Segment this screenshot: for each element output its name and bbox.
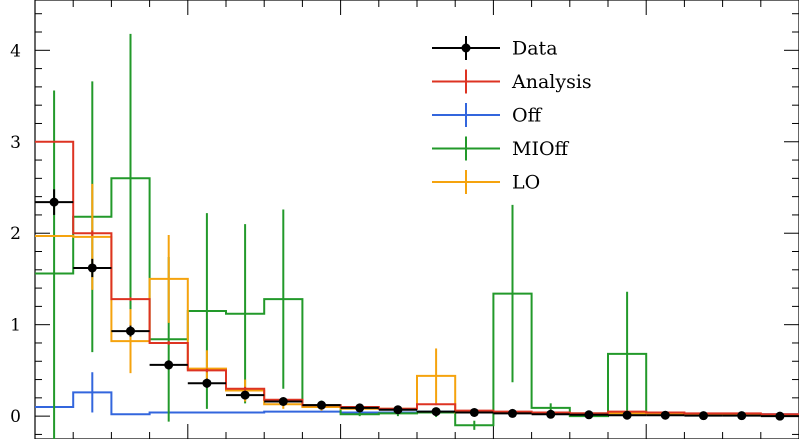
plot-frame — [34, 0, 799, 439]
data-point — [775, 411, 785, 421]
data-point — [355, 403, 365, 413]
data-point — [87, 263, 97, 273]
legend-item-mioff: MIOff — [432, 136, 570, 161]
data-point — [546, 409, 556, 419]
data-point — [278, 397, 288, 407]
data-point — [622, 410, 632, 420]
series-layer — [35, 33, 799, 439]
data-point — [393, 405, 403, 415]
legend-label: Data — [512, 38, 558, 60]
legend-label: Analysis — [511, 71, 592, 93]
legend-item-analysis: Analysis — [432, 69, 592, 94]
data-point — [49, 197, 59, 207]
legend-swatch-marker — [461, 43, 471, 53]
data-point — [202, 378, 212, 388]
data-point — [431, 407, 441, 417]
data-point — [737, 411, 747, 421]
data-point — [584, 410, 594, 420]
legend-item-lo: LO — [432, 170, 540, 194]
data-point — [699, 411, 708, 421]
data-point — [508, 408, 517, 418]
y-tick-label: 3 — [10, 133, 21, 153]
legend: Data Analysis Off MIOff LO — [432, 36, 592, 194]
axis-ticks — [35, 0, 799, 439]
legend-label: MIOff — [512, 138, 570, 160]
legend-item-off: Off — [432, 103, 543, 127]
y-tick-label: 4 — [10, 41, 21, 61]
data-point — [317, 400, 326, 410]
y-tick-labels: 0 1 2 3 4 — [10, 41, 21, 427]
data-point — [660, 410, 670, 420]
legend-item-data: Data — [432, 36, 558, 60]
legend-label: Off — [512, 105, 543, 127]
data-point — [469, 407, 479, 417]
series-data — [35, 189, 799, 421]
data-point — [240, 390, 250, 400]
legend-label: LO — [512, 172, 540, 194]
data-point — [126, 326, 135, 336]
data-point — [164, 360, 174, 370]
y-tick-label: 0 — [10, 407, 21, 427]
y-tick-label: 1 — [10, 316, 21, 336]
y-tick-label: 2 — [10, 224, 21, 244]
